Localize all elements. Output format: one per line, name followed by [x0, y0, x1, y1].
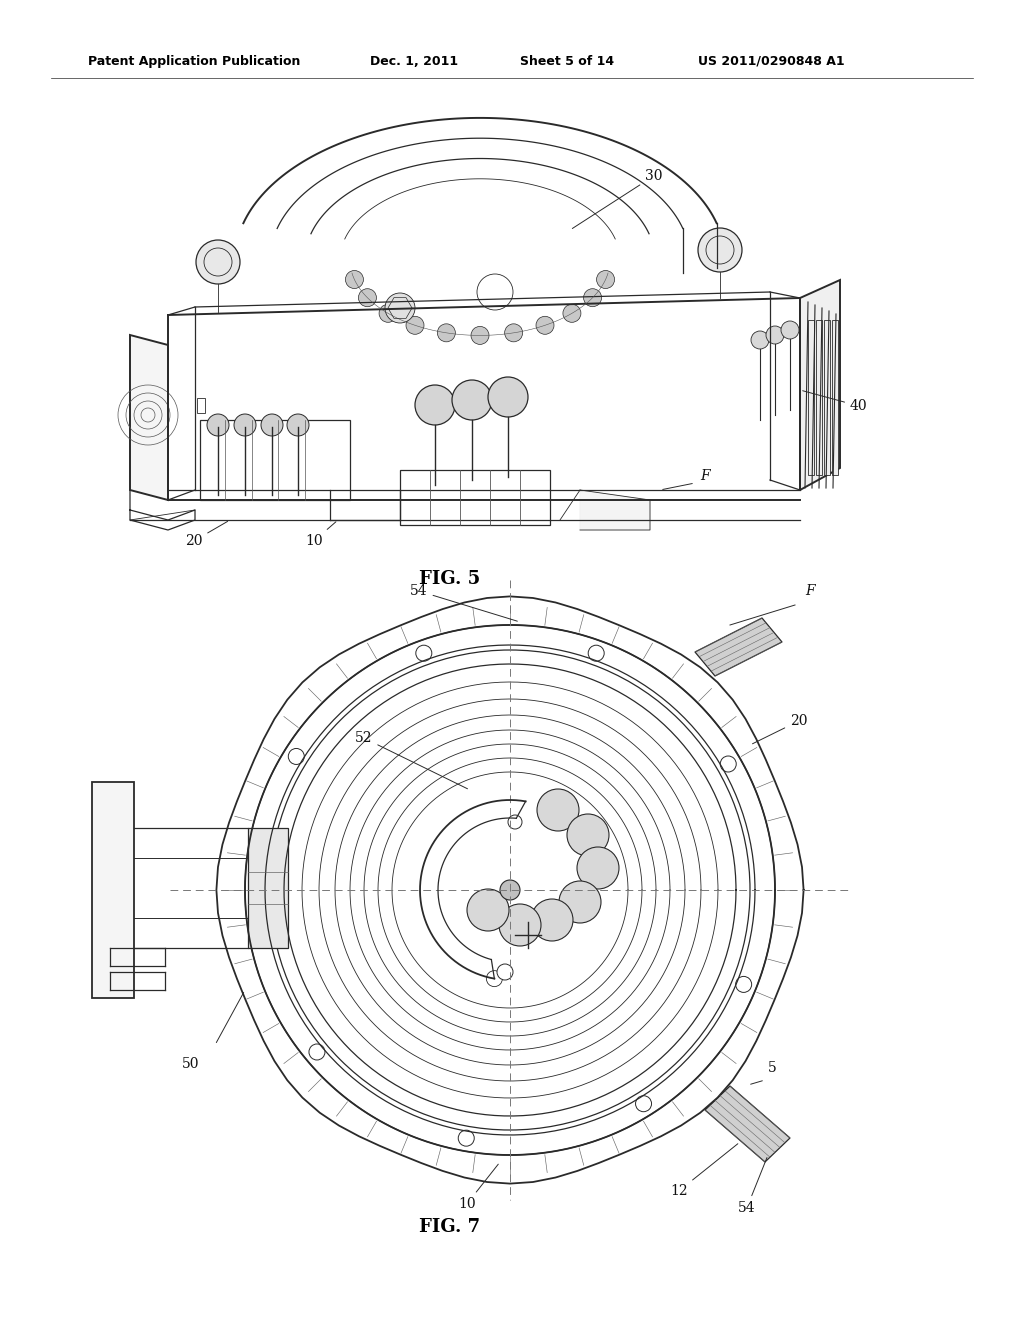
Circle shape	[309, 1044, 325, 1060]
Circle shape	[537, 789, 579, 832]
Polygon shape	[705, 1086, 790, 1162]
Circle shape	[287, 414, 309, 436]
Circle shape	[358, 289, 377, 306]
Circle shape	[735, 977, 752, 993]
Polygon shape	[695, 618, 782, 676]
Text: 20: 20	[753, 714, 808, 743]
Text: 52: 52	[355, 731, 468, 789]
Text: 5: 5	[768, 1061, 777, 1074]
Text: F: F	[805, 583, 815, 598]
Text: 20: 20	[185, 521, 227, 548]
Text: FIG. 5: FIG. 5	[420, 570, 480, 587]
Circle shape	[499, 904, 541, 946]
Circle shape	[196, 240, 240, 284]
Circle shape	[467, 888, 509, 931]
Bar	[824, 319, 830, 475]
Polygon shape	[580, 490, 650, 531]
Bar	[92, 781, 134, 998]
Bar	[200, 420, 350, 500]
Polygon shape	[800, 280, 840, 490]
Circle shape	[488, 378, 528, 417]
Circle shape	[415, 385, 455, 425]
Circle shape	[437, 323, 456, 342]
Circle shape	[567, 814, 609, 855]
Bar	[197, 399, 205, 413]
Circle shape	[379, 305, 397, 322]
Circle shape	[406, 317, 424, 334]
Text: FIG. 7: FIG. 7	[420, 1218, 480, 1236]
Text: Sheet 5 of 14: Sheet 5 of 14	[520, 55, 614, 69]
Circle shape	[251, 904, 267, 920]
Bar	[808, 319, 814, 475]
Circle shape	[559, 880, 601, 923]
Circle shape	[289, 748, 304, 764]
Circle shape	[536, 317, 554, 334]
Circle shape	[766, 326, 784, 345]
Circle shape	[452, 380, 492, 420]
Circle shape	[563, 305, 581, 322]
Circle shape	[471, 326, 489, 345]
Text: US 2011/0290848 A1: US 2011/0290848 A1	[698, 55, 845, 69]
Text: 40: 40	[803, 391, 867, 413]
Text: Dec. 1, 2011: Dec. 1, 2011	[370, 55, 458, 69]
Circle shape	[577, 847, 618, 888]
Circle shape	[588, 645, 604, 661]
Bar	[816, 319, 822, 475]
Circle shape	[500, 880, 520, 900]
Circle shape	[698, 228, 742, 272]
Circle shape	[597, 271, 614, 289]
Circle shape	[345, 271, 364, 289]
Circle shape	[508, 814, 522, 829]
Circle shape	[781, 321, 799, 339]
Circle shape	[261, 414, 283, 436]
Circle shape	[207, 414, 229, 436]
Circle shape	[636, 1096, 651, 1111]
Circle shape	[505, 323, 522, 342]
Polygon shape	[130, 335, 168, 500]
Bar	[400, 470, 550, 525]
Bar	[831, 319, 838, 475]
Circle shape	[459, 1130, 474, 1146]
Text: 10: 10	[458, 1164, 499, 1210]
Circle shape	[531, 899, 573, 941]
Text: 12: 12	[670, 1143, 738, 1199]
Bar	[248, 828, 288, 948]
Circle shape	[720, 756, 736, 772]
Text: 10: 10	[305, 521, 336, 548]
Text: Patent Application Publication: Patent Application Publication	[88, 55, 300, 69]
Circle shape	[497, 964, 513, 979]
Circle shape	[584, 289, 601, 306]
Text: 50: 50	[182, 1057, 200, 1071]
Circle shape	[234, 414, 256, 436]
Text: 30: 30	[572, 169, 663, 228]
Circle shape	[751, 331, 769, 348]
Text: 54: 54	[410, 583, 517, 622]
Text: 54: 54	[738, 1158, 767, 1214]
Text: F: F	[700, 469, 710, 483]
Circle shape	[416, 645, 432, 661]
Circle shape	[385, 293, 415, 323]
